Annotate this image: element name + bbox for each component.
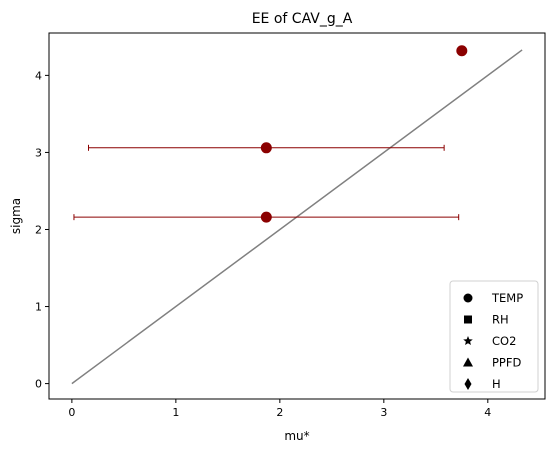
points-layer [260, 45, 468, 223]
legend-label-1: RH [492, 313, 509, 327]
y-tick-label-2: 2 [35, 223, 42, 236]
error-bars-layer [73, 144, 460, 221]
y-tick-label-1: 1 [35, 301, 42, 314]
legend-label-4: H [492, 377, 501, 391]
legend-marker-0 [463, 293, 473, 303]
y-ticks: 0 1 2 3 4 [35, 69, 49, 391]
legend-label-3: PPFD [492, 356, 521, 370]
x-tick-label-1: 1 [172, 406, 179, 419]
x-tick-label-3: 3 [380, 406, 387, 419]
plot-frame [48, 32, 546, 400]
x-tick-label-4: 4 [484, 406, 491, 419]
y-tick-label-4: 4 [35, 69, 42, 82]
legend-box [449, 280, 539, 393]
data-point-0-1 [260, 142, 272, 154]
x-ticks: 0 1 2 3 4 [68, 399, 491, 419]
y-tick-label-0: 0 [35, 378, 42, 391]
legend-marker-1 [464, 315, 472, 324]
legend-label-2: CO2 [492, 334, 516, 348]
data-point-0-2 [456, 45, 468, 57]
y-tick-label-3: 3 [35, 146, 42, 159]
chart-title: EE of CAV_g_A [252, 11, 353, 27]
x-tick-label-2: 2 [276, 406, 283, 419]
data-point-0-0 [260, 211, 272, 223]
legend-label-0: TEMP [491, 291, 523, 305]
legend: TEMP RH CO2 PPFD H [449, 280, 539, 393]
x-axis-label: mu* [284, 429, 309, 443]
legend-marker-2 [463, 336, 473, 346]
legend-marker-4 [464, 378, 472, 390]
x-tick-label-0: 0 [68, 406, 75, 419]
legend-marker-3 [463, 357, 473, 367]
y-axis-label: sigma [9, 198, 23, 234]
